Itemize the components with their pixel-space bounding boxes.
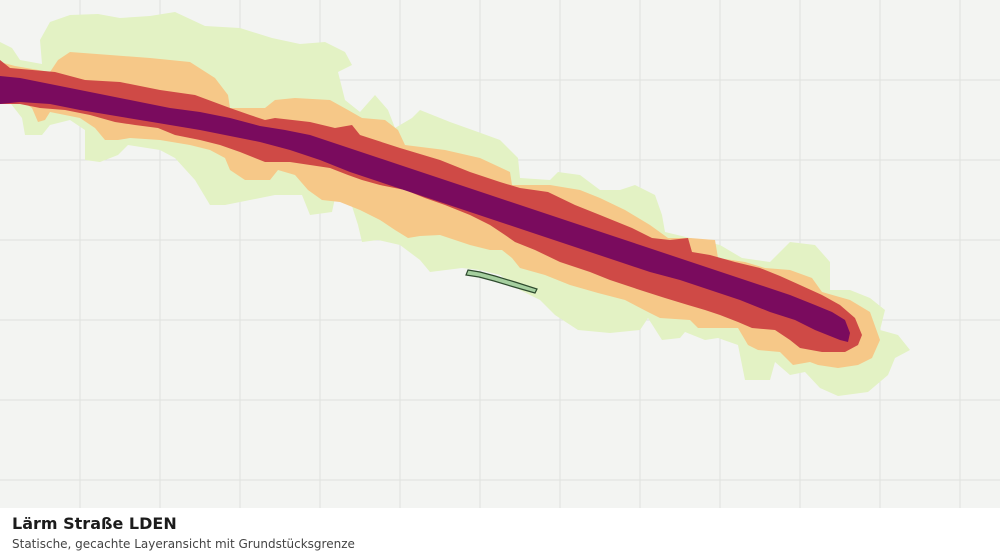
parcel-boundary[interactable] xyxy=(465,269,538,294)
noise-zone-highest xyxy=(0,76,850,342)
map-caption: Lärm Straße LDEN Statische, gecachte Lay… xyxy=(0,508,1000,560)
layer-title: Lärm Straße LDEN xyxy=(12,514,177,533)
map-view[interactable] xyxy=(0,0,1000,508)
layer-subtitle: Statische, gecachte Layeransicht mit Gru… xyxy=(12,537,355,551)
